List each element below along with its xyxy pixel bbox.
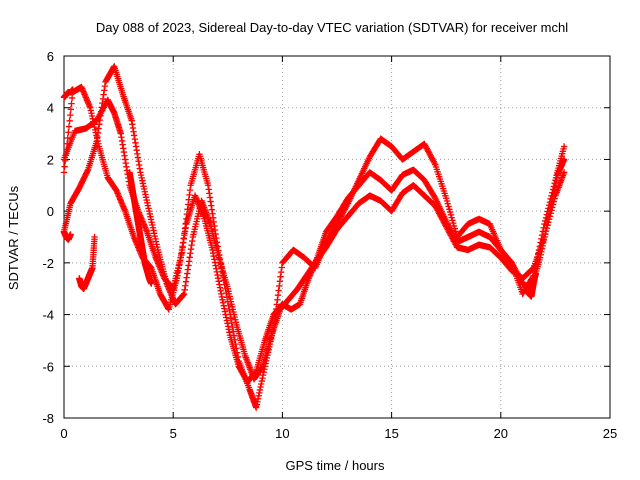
data-point	[545, 216, 553, 223]
data-point	[65, 123, 73, 130]
series-fragment-1	[60, 228, 74, 243]
data-point	[67, 231, 74, 238]
x-axis-label: GPS time / hours	[286, 458, 385, 473]
data-point	[62, 151, 70, 159]
data-point	[91, 233, 98, 241]
data-point	[66, 117, 73, 125]
x-tick-label: 25	[603, 426, 617, 441]
data-point	[60, 169, 68, 176]
chart-title: Day 088 of 2023, Sidereal Day-to-day VTE…	[96, 20, 568, 35]
data-point	[431, 159, 438, 167]
data-point	[549, 204, 556, 211]
series-track-c	[60, 63, 568, 383]
data-point	[67, 106, 75, 113]
y-tick-label: 4	[47, 101, 54, 116]
data-point	[551, 195, 558, 202]
data-point	[542, 227, 550, 235]
x-tick-label: 20	[494, 426, 508, 441]
y-tick-label: -6	[42, 359, 54, 374]
data-point	[64, 134, 71, 142]
points-layer	[60, 63, 568, 411]
data-point	[69, 86, 76, 93]
data-point	[62, 157, 69, 165]
y-tick-label: 6	[47, 49, 54, 64]
data-point	[63, 146, 70, 153]
x-tick-label: 5	[170, 426, 177, 441]
data-point	[532, 270, 539, 277]
data-point	[560, 156, 568, 163]
series-fragment-5	[523, 270, 539, 300]
data-point	[67, 111, 74, 119]
series-fragment-4	[126, 169, 155, 287]
y-tick-label: -8	[42, 411, 54, 426]
y-tick-label: 2	[47, 152, 54, 167]
data-point	[226, 306, 233, 314]
data-point	[68, 100, 75, 107]
data-point	[548, 207, 555, 214]
y-tick-label: -2	[42, 256, 54, 271]
data-point	[227, 315, 235, 322]
data-point	[65, 129, 72, 136]
data-point	[546, 213, 554, 220]
data-point	[549, 201, 557, 208]
data-point	[560, 143, 568, 150]
data-point	[63, 140, 71, 147]
data-point	[545, 219, 552, 226]
data-point	[550, 198, 558, 205]
data-point	[542, 230, 549, 238]
y-tick-label: 0	[47, 204, 54, 219]
data-point	[544, 221, 551, 229]
series-fragment-3	[60, 86, 76, 101]
x-tick-label: 10	[275, 426, 289, 441]
data-point	[68, 94, 76, 102]
data-point	[61, 163, 68, 170]
data-point	[541, 233, 548, 241]
x-tick-label: 0	[60, 426, 67, 441]
data-point	[547, 210, 554, 217]
x-tick-label: 15	[384, 426, 398, 441]
series-track-a	[60, 96, 568, 411]
data-point	[560, 169, 568, 176]
y-tick-label: -4	[42, 308, 54, 323]
data-point	[543, 224, 551, 232]
data-point	[148, 280, 155, 287]
tick-layer: 0 5 10 15 20 25 -8 -6 -4 -2 0 2 4 6	[42, 49, 617, 441]
series-fragment-2	[76, 233, 98, 292]
y-axis-label: SDTVAR / TECUs	[6, 185, 21, 290]
